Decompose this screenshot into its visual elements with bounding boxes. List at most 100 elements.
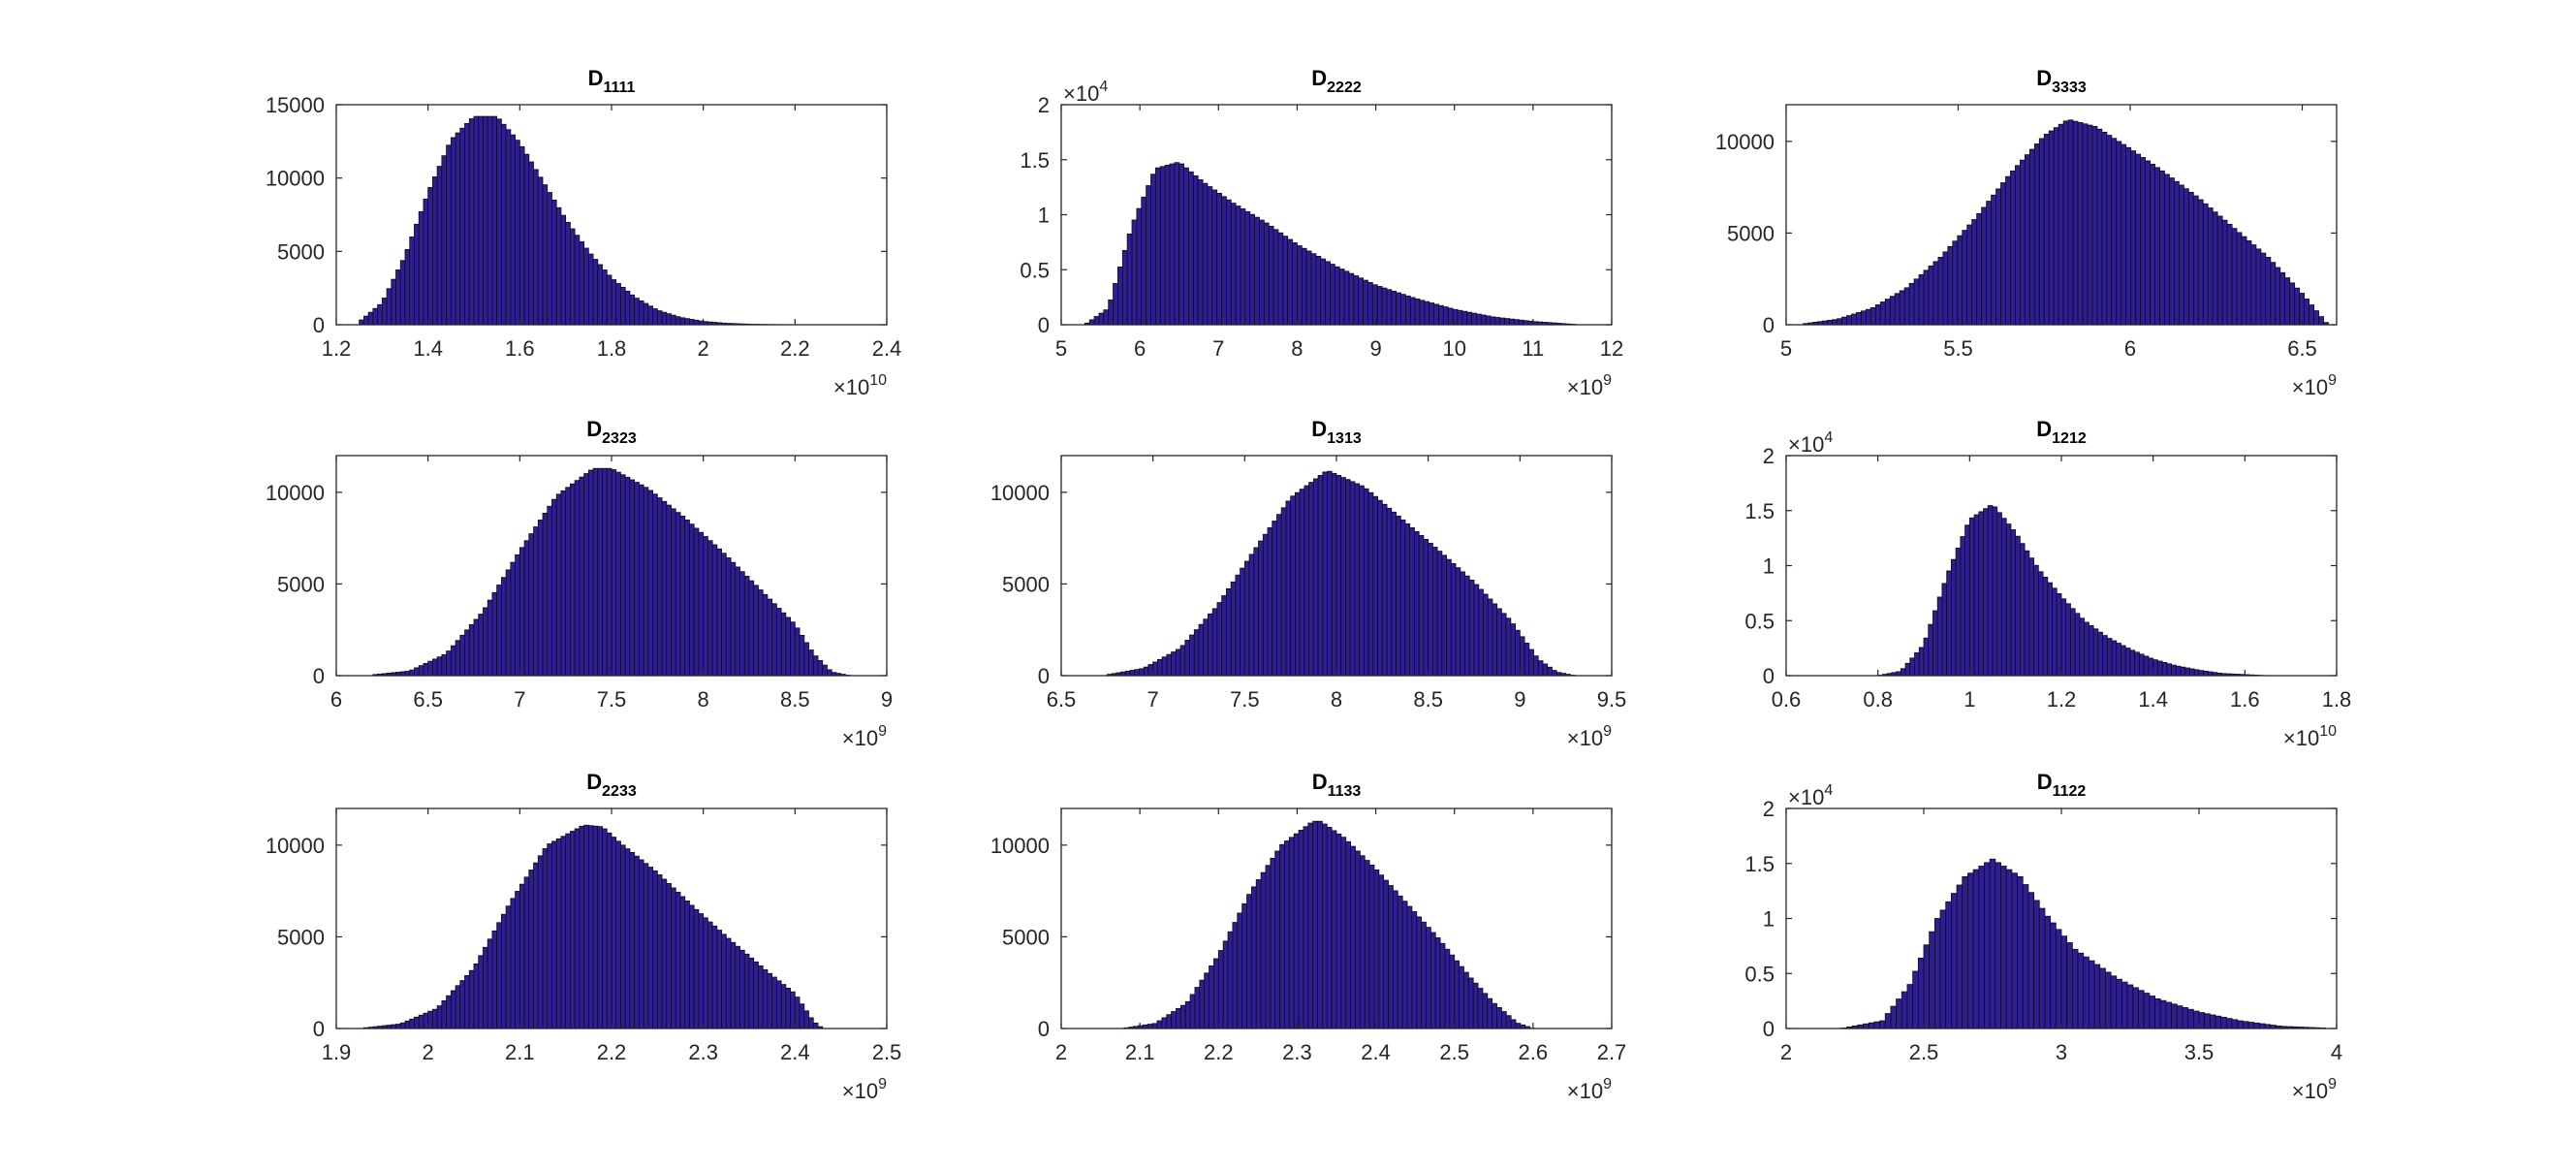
y-tick-label: 1 (1763, 907, 1775, 932)
histogram-bar (1904, 662, 1911, 677)
histogram-bar (1976, 212, 1983, 326)
histogram-bar (579, 476, 584, 677)
histogram-bar (785, 617, 791, 677)
histogram-bar (560, 490, 567, 677)
histogram-bar (1161, 1017, 1168, 1029)
histogram-bar (1900, 668, 1906, 677)
histogram-bar (1166, 653, 1172, 677)
histogram-bar (1317, 820, 1323, 1029)
histogram-bar (1293, 833, 1300, 1029)
histogram-bar (1547, 666, 1553, 677)
histogram-bar (1399, 519, 1406, 677)
histogram-bar (587, 253, 594, 326)
histogram-bar (652, 870, 658, 1029)
histogram-bar (483, 946, 488, 1029)
histogram-bar (1372, 495, 1378, 677)
histogram-bar (1103, 309, 1110, 326)
x-tick-label: 5.5 (1943, 336, 1973, 361)
histogram-bar (1434, 937, 1441, 1029)
histogram-bar (597, 467, 603, 677)
histogram-bar (2204, 1013, 2211, 1029)
histogram-bar (1473, 584, 1480, 677)
x-tick-label: 9 (1514, 687, 1525, 712)
histogram-bar (560, 214, 567, 326)
x-exponent-label: ×1010 (833, 372, 887, 399)
x-tick-label: 2.4 (872, 336, 902, 361)
histogram-bar (404, 671, 411, 677)
histogram-bar (2110, 975, 2118, 1029)
histogram-bars (1877, 505, 2269, 677)
histogram-bar (1388, 885, 1394, 1029)
histogram-bar (1136, 207, 1143, 326)
histogram-bar (2077, 122, 2084, 326)
histogram-bar (803, 1010, 809, 1029)
histogram-bar (827, 669, 832, 677)
x-tick-label: 1.9 (322, 1040, 352, 1064)
histogram-bar (2198, 1012, 2206, 1029)
histogram-bar (1409, 297, 1416, 326)
histogram-bar (583, 473, 589, 677)
histogram-bar (533, 169, 539, 326)
histogram-bar (2042, 577, 2049, 677)
histogram-bar (2154, 167, 2160, 326)
histogram-bar (1947, 245, 1954, 326)
x-tick-label: 11 (1522, 336, 1544, 361)
y-exponent-label: ×104 (1063, 79, 1108, 106)
histogram-bar (629, 852, 636, 1029)
histogram-bar (1973, 514, 1980, 677)
histogram-bar (2180, 666, 2186, 677)
histogram-bar (1355, 850, 1361, 1029)
histogram-bar (1198, 623, 1205, 677)
histogram-bars (372, 467, 851, 677)
x-tick-label: 2.3 (1282, 1040, 1312, 1064)
histogram-bar (2093, 964, 2101, 1029)
histogram-bar (2148, 657, 2154, 677)
histogram-bar (675, 316, 681, 326)
histogram-bar (1202, 182, 1209, 326)
histogram-bar (570, 483, 576, 677)
histogram-bar (1338, 269, 1345, 326)
histogram-bar (1146, 185, 1151, 326)
histogram-bar (431, 176, 438, 326)
histogram-bar (2236, 232, 2243, 326)
histogram-bar (1496, 1006, 1502, 1029)
histogram-bar (794, 997, 801, 1029)
histogram-bar (2037, 571, 2044, 677)
histogram-bar (1447, 307, 1454, 326)
x-tick-label: 1.4 (2138, 687, 2168, 712)
histogram-bar (730, 561, 737, 677)
histogram-bar (1131, 219, 1138, 326)
histogram-bar (579, 240, 584, 326)
histogram-bar (1409, 526, 1415, 677)
histogram-bar (639, 484, 644, 677)
chart-title: D1212 (2036, 417, 2087, 447)
histogram-bar (455, 132, 461, 326)
histogram-bar (1197, 179, 1204, 326)
histogram-bar (689, 319, 695, 326)
histogram-bar (703, 917, 708, 1029)
histogram-bar (574, 480, 581, 677)
histogram-bar (716, 548, 722, 677)
histogram-bar (698, 913, 705, 1029)
histogram-bar (404, 248, 411, 326)
histogram-bar (647, 305, 653, 326)
histogram-bar (579, 825, 584, 1029)
histogram-bar (643, 302, 649, 326)
histogram-bar (455, 640, 461, 677)
histogram-bar (487, 938, 493, 1029)
histogram-bar (1896, 998, 1902, 1029)
histogram-bar (2101, 131, 2108, 326)
histogram-bars (1084, 162, 1577, 326)
histogram-bar (2243, 1021, 2249, 1029)
y-tick-label: 1.5 (1744, 852, 1775, 876)
histogram-bar (1966, 224, 1973, 326)
histogram-bar (1178, 163, 1184, 326)
histogram-bar (1428, 543, 1433, 677)
histogram-bar (639, 859, 644, 1029)
histogram-bar (1991, 194, 1996, 326)
histogram-bar (679, 317, 686, 326)
histogram-bar (2043, 134, 2050, 326)
histogram-bar (409, 669, 415, 677)
histogram-bar (776, 608, 782, 677)
histogram-bar (647, 490, 653, 677)
